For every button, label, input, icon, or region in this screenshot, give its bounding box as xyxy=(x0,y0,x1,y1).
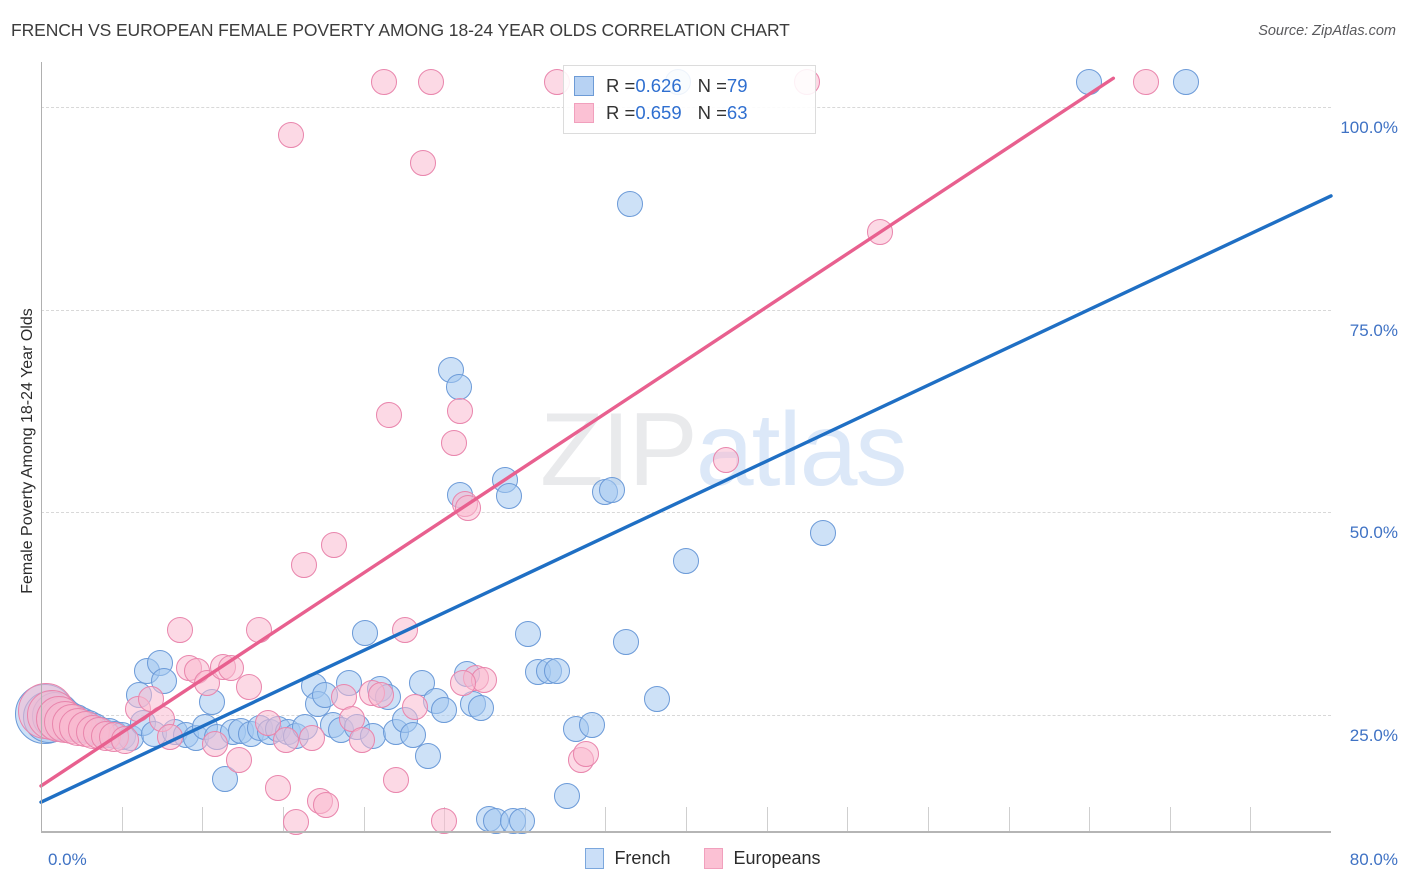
scatter-point-euro xyxy=(866,219,893,246)
scatter-point-french xyxy=(598,476,625,503)
scatter-point-euro xyxy=(110,725,139,754)
x-tick-70 xyxy=(1169,807,1171,833)
x-tick-65 xyxy=(1089,807,1091,833)
legend-item-europeans[interactable]: Europeans xyxy=(704,848,821,869)
scatter-point-french xyxy=(673,548,699,575)
plot-area: ZIPatlas xyxy=(15,62,1333,836)
scatter-point-french xyxy=(1172,69,1199,96)
scatter-point-french xyxy=(508,807,535,834)
scatter-point-euro xyxy=(713,446,740,473)
x-tick-50 xyxy=(847,807,849,833)
scatter-point-french xyxy=(495,483,522,510)
x-tick-75 xyxy=(1250,807,1252,833)
legend-label-europeans: Europeans xyxy=(733,848,821,868)
page-title: FRENCH VS EUROPEAN FEMALE POVERTY AMONG … xyxy=(11,20,790,40)
scatter-point-french xyxy=(553,783,580,810)
x-axis-line xyxy=(41,831,1331,833)
y-axis-label-100: 100.0% xyxy=(1340,117,1398,137)
stats-row-french: R = 0.626 N = 79 xyxy=(574,72,805,99)
gridline-25 xyxy=(41,715,1331,717)
scatter-point-euro xyxy=(382,767,409,794)
stats-r-label-europeans: R = xyxy=(606,101,636,123)
x-tick-10 xyxy=(202,807,204,833)
stats-n-label-europeans: N = xyxy=(697,101,727,123)
scatter-point-euro xyxy=(298,725,325,752)
stats-n-value-europeans: 63 xyxy=(726,101,748,123)
legend-swatch-french xyxy=(585,848,605,869)
stats-r-value-french: 0.626 xyxy=(635,74,682,96)
legend-item-french[interactable]: French xyxy=(585,848,670,869)
scatter-point-french xyxy=(643,686,670,713)
scatter-point-euro xyxy=(1132,69,1159,96)
stats-n-label-french: N = xyxy=(697,74,727,96)
gridline-50 xyxy=(41,512,1331,514)
x-tick-20 xyxy=(363,807,365,833)
x-tick-55 xyxy=(927,807,929,833)
x-tick-35 xyxy=(605,807,607,833)
scatter-point-french xyxy=(352,619,379,646)
x-tick-40 xyxy=(686,807,687,833)
x-axis-label-min: 0.0% xyxy=(48,850,87,869)
scatter-point-french xyxy=(810,519,837,546)
scatter-point-euro xyxy=(166,617,193,644)
y-axis-label-50: 50.0% xyxy=(1349,523,1398,543)
stats-row-europeans: R = 0.659 N = 63 xyxy=(574,99,805,126)
stats-r-label-french: R = xyxy=(606,74,636,96)
scatter-point-euro xyxy=(313,791,340,818)
scatter-point-euro xyxy=(202,730,229,757)
stats-swatch-europeans xyxy=(574,102,594,123)
stats-n-value-french: 79 xyxy=(726,74,748,96)
scatter-point-euro xyxy=(348,726,375,753)
scatter-point-euro xyxy=(273,726,300,753)
y-axis-label-25: 25.0% xyxy=(1349,726,1398,746)
x-axis-label-max: 80.0% xyxy=(1349,850,1398,869)
x-tick-5 xyxy=(121,807,123,833)
scatter-point-euro xyxy=(431,807,458,834)
x-tick-45 xyxy=(766,807,768,833)
y-axis-label-75: 75.0% xyxy=(1349,320,1398,340)
stats-r-value-europeans: 0.659 xyxy=(635,101,682,123)
scatter-point-french xyxy=(514,621,541,648)
legend-label-french: French xyxy=(614,848,671,868)
scatter-point-euro xyxy=(245,617,272,644)
scatter-point-french xyxy=(616,191,643,218)
y-axis-title: Female Poverty Among 18-24 Year Olds xyxy=(19,308,36,594)
legend-swatch-europeans xyxy=(704,848,724,869)
source-attribution: Source: ZipAtlas.com xyxy=(1258,23,1396,39)
plot-background xyxy=(41,62,1331,833)
scatter-point-french xyxy=(445,373,472,400)
scatter-point-french xyxy=(415,742,441,769)
gridline-75 xyxy=(41,309,1331,311)
x-tick-60 xyxy=(1008,807,1010,833)
scatter-point-euro xyxy=(277,122,304,149)
series-legend: French Europeans xyxy=(0,848,1406,869)
correlation-stats-box: R = 0.626 N = 79 R = 0.659 N = 63 xyxy=(563,65,816,134)
y-axis-line xyxy=(41,62,42,833)
scatter-point-euro xyxy=(290,552,317,579)
scatter-point-euro xyxy=(236,673,262,700)
stats-swatch-french xyxy=(574,75,594,96)
